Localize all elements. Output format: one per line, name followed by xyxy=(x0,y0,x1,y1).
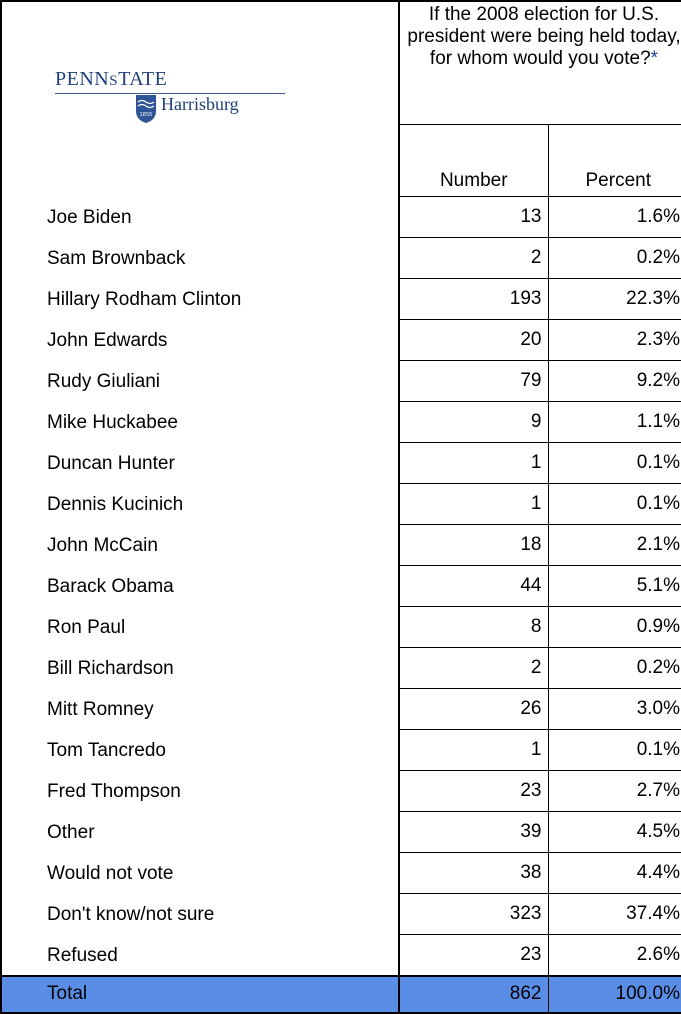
candidate-name: Fred Thompson xyxy=(0,770,399,811)
table-row: Hillary Rodham Clinton 193 22.3% xyxy=(0,277,681,319)
candidate-name: Barack Obama xyxy=(0,565,399,606)
candidate-name: Don't know/not sure xyxy=(0,893,399,934)
vote-number: 38 xyxy=(398,851,548,893)
vote-number: 23 xyxy=(398,769,548,811)
table-row: Don't know/not sure 323 37.4% xyxy=(0,892,681,934)
vote-number: 13 xyxy=(398,195,548,237)
vote-percent: 1.6% xyxy=(547,195,681,237)
vote-number: 323 xyxy=(398,892,548,934)
candidate-name: Rudy Giuliani xyxy=(0,360,399,401)
svg-text:1855: 1855 xyxy=(140,112,153,118)
table-row: Mike Huckabee 9 1.1% xyxy=(0,400,681,442)
vote-number: 1 xyxy=(398,441,548,483)
vote-percent: 22.3% xyxy=(547,277,681,319)
logo-rule xyxy=(55,92,285,94)
candidate-name: Hillary Rodham Clinton xyxy=(0,278,399,319)
table-row: Bill Richardson 2 0.2% xyxy=(0,646,681,688)
candidate-name: Refused xyxy=(0,934,399,976)
table-row: Other 39 4.5% xyxy=(0,810,681,852)
table-row: Refused 23 2.6% xyxy=(0,933,681,976)
vote-percent: 2.7% xyxy=(547,769,681,811)
candidate-name: Tom Tancredo xyxy=(0,729,399,770)
vote-percent: 0.9% xyxy=(547,605,681,647)
table-row: Tom Tancredo 1 0.1% xyxy=(0,728,681,770)
table-row: Duncan Hunter 1 0.1% xyxy=(0,441,681,483)
candidate-name: Duncan Hunter xyxy=(0,442,399,483)
vote-number: 193 xyxy=(398,277,548,319)
total-number: 862 xyxy=(398,974,548,1014)
candidate-name: Sam Brownback xyxy=(0,237,399,278)
pennstate-harrisburg-logo: PENNSTATE 1855 Harrisburg xyxy=(55,64,315,134)
vote-percent: 0.1% xyxy=(547,728,681,770)
logo-wordmark: PENNSTATE xyxy=(55,67,168,90)
total-percent: 100.0% xyxy=(547,974,681,1014)
table-row: John McCain 18 2.1% xyxy=(0,523,681,565)
table-row: John Edwards 20 2.3% xyxy=(0,318,681,360)
table-row: Rudy Giuliani 79 9.2% xyxy=(0,359,681,401)
question-header: If the 2008 election for U.S. president … xyxy=(398,0,681,124)
vote-number: 2 xyxy=(398,236,548,278)
vote-percent: 1.1% xyxy=(547,400,681,442)
candidate-name: Mitt Romney xyxy=(0,688,399,729)
vote-percent: 2.6% xyxy=(547,933,681,976)
vote-number: 26 xyxy=(398,687,548,729)
vote-number: 1 xyxy=(398,482,548,524)
table-row: Would not vote 38 4.4% xyxy=(0,851,681,893)
logo-campus: Harrisburg xyxy=(161,93,239,114)
candidate-name: Mike Huckabee xyxy=(0,401,399,442)
vote-percent: 0.1% xyxy=(547,441,681,483)
question-text: If the 2008 election for U.S. president … xyxy=(407,4,681,69)
vote-number: 20 xyxy=(398,318,548,360)
table-row: Joe Biden 13 1.6% xyxy=(0,195,681,237)
table-row: Sam Brownback 2 0.2% xyxy=(0,236,681,278)
vote-percent: 2.1% xyxy=(547,523,681,565)
table-row: Ron Paul 8 0.9% xyxy=(0,605,681,647)
candidate-name: Ron Paul xyxy=(0,606,399,647)
vote-number: 79 xyxy=(398,359,548,401)
candidate-name: Joe Biden xyxy=(0,196,399,237)
vote-percent: 3.0% xyxy=(547,687,681,729)
vote-number: 44 xyxy=(398,564,548,606)
vote-number: 8 xyxy=(398,605,548,647)
vote-percent: 37.4% xyxy=(547,892,681,934)
table-row: Barack Obama 44 5.1% xyxy=(0,564,681,606)
logo-cell: PENNSTATE 1855 Harrisburg xyxy=(0,0,399,196)
table-row: Dennis Kucinich 1 0.1% xyxy=(0,482,681,524)
candidate-name: Dennis Kucinich xyxy=(0,483,399,524)
total-row: Total 862 100.0% xyxy=(0,974,681,1014)
vote-number: 9 xyxy=(398,400,548,442)
vote-percent: 0.2% xyxy=(547,646,681,688)
vote-percent: 5.1% xyxy=(547,564,681,606)
vote-percent: 2.3% xyxy=(547,318,681,360)
candidate-name: Bill Richardson xyxy=(0,647,399,688)
vote-number: 39 xyxy=(398,810,548,852)
column-header-number: Number xyxy=(398,123,548,196)
candidate-name: John McCain xyxy=(0,524,399,565)
vote-percent: 4.4% xyxy=(547,851,681,893)
candidate-name: Would not vote xyxy=(0,852,399,893)
candidate-name: John Edwards xyxy=(0,319,399,360)
vote-percent: 4.5% xyxy=(547,810,681,852)
vote-number: 18 xyxy=(398,523,548,565)
table-row: Mitt Romney 26 3.0% xyxy=(0,687,681,729)
vote-percent: 9.2% xyxy=(547,359,681,401)
vote-percent: 0.2% xyxy=(547,236,681,278)
table-row: Fred Thompson 23 2.7% xyxy=(0,769,681,811)
total-label: Total xyxy=(0,974,399,1014)
question-asterisk: * xyxy=(650,48,659,69)
vote-percent: 0.1% xyxy=(547,482,681,524)
shield-icon: 1855 xyxy=(136,94,156,123)
vote-number: 23 xyxy=(398,933,548,976)
vote-number: 1 xyxy=(398,728,548,770)
vote-number: 2 xyxy=(398,646,548,688)
column-header-percent: Percent xyxy=(547,123,681,196)
candidate-name: Other xyxy=(0,811,399,852)
